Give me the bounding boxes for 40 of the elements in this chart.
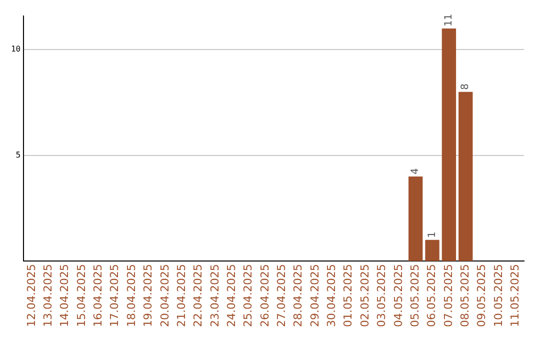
data-label: 4: [410, 168, 422, 174]
x-tick-label: 24.04.2025: [224, 264, 238, 328]
x-tick-label: 08.05.2025: [458, 264, 472, 328]
x-tick-label: 21.04.2025: [174, 264, 188, 328]
x-tick-label: 17.04.2025: [108, 264, 122, 328]
x-tick-label: 19.04.2025: [142, 264, 155, 328]
x-tick-label: 12.04.2025: [24, 264, 38, 328]
x-tick-label: 14.04.2025: [58, 264, 72, 328]
x-tick-label: 09.05.2025: [475, 264, 488, 328]
x-tick-label: 05.05.2025: [408, 264, 422, 328]
x-tick-label: 27.04.2025: [275, 264, 288, 328]
x-tick-label: 03.05.2025: [375, 264, 388, 328]
x-tick-label: 25.04.2025: [242, 264, 255, 328]
x-tick-label: 18.04.2025: [124, 264, 138, 328]
data-label: 1: [426, 232, 438, 238]
x-tick-label: 29.04.2025: [308, 264, 322, 328]
x-tick-label: 07.05.2025: [442, 264, 455, 328]
x-tick-label: 30.04.2025: [325, 264, 338, 328]
x-tick-label: 01.05.2025: [342, 264, 355, 328]
y-tick-label: 10: [10, 44, 21, 54]
bar: [425, 240, 440, 262]
x-tick-label: 22.04.2025: [192, 264, 205, 328]
data-label: 8: [460, 84, 472, 90]
x-tick-label: 11.05.2025: [508, 264, 522, 328]
bar: [408, 176, 423, 262]
x-tick-label: 20.04.2025: [158, 264, 172, 328]
x-tick-label: 02.05.2025: [358, 264, 372, 328]
x-tick-label: 16.04.2025: [92, 264, 105, 328]
data-label: 11: [444, 14, 455, 26]
x-tick-label: 06.05.2025: [425, 264, 438, 328]
y-tick-label: 5: [16, 150, 21, 160]
bar: [458, 92, 473, 262]
x-tick-label: 13.04.2025: [42, 264, 55, 328]
x-tick-label: 23.04.2025: [208, 264, 222, 328]
x-tick-label: 26.04.2025: [258, 264, 272, 328]
x-tick-label: 28.04.2025: [292, 264, 305, 328]
x-tick-label: 04.05.2025: [392, 264, 405, 328]
bar: [442, 28, 456, 262]
x-tick-label: 10.05.2025: [492, 264, 505, 328]
x-tick-label: 15.04.2025: [74, 264, 88, 328]
